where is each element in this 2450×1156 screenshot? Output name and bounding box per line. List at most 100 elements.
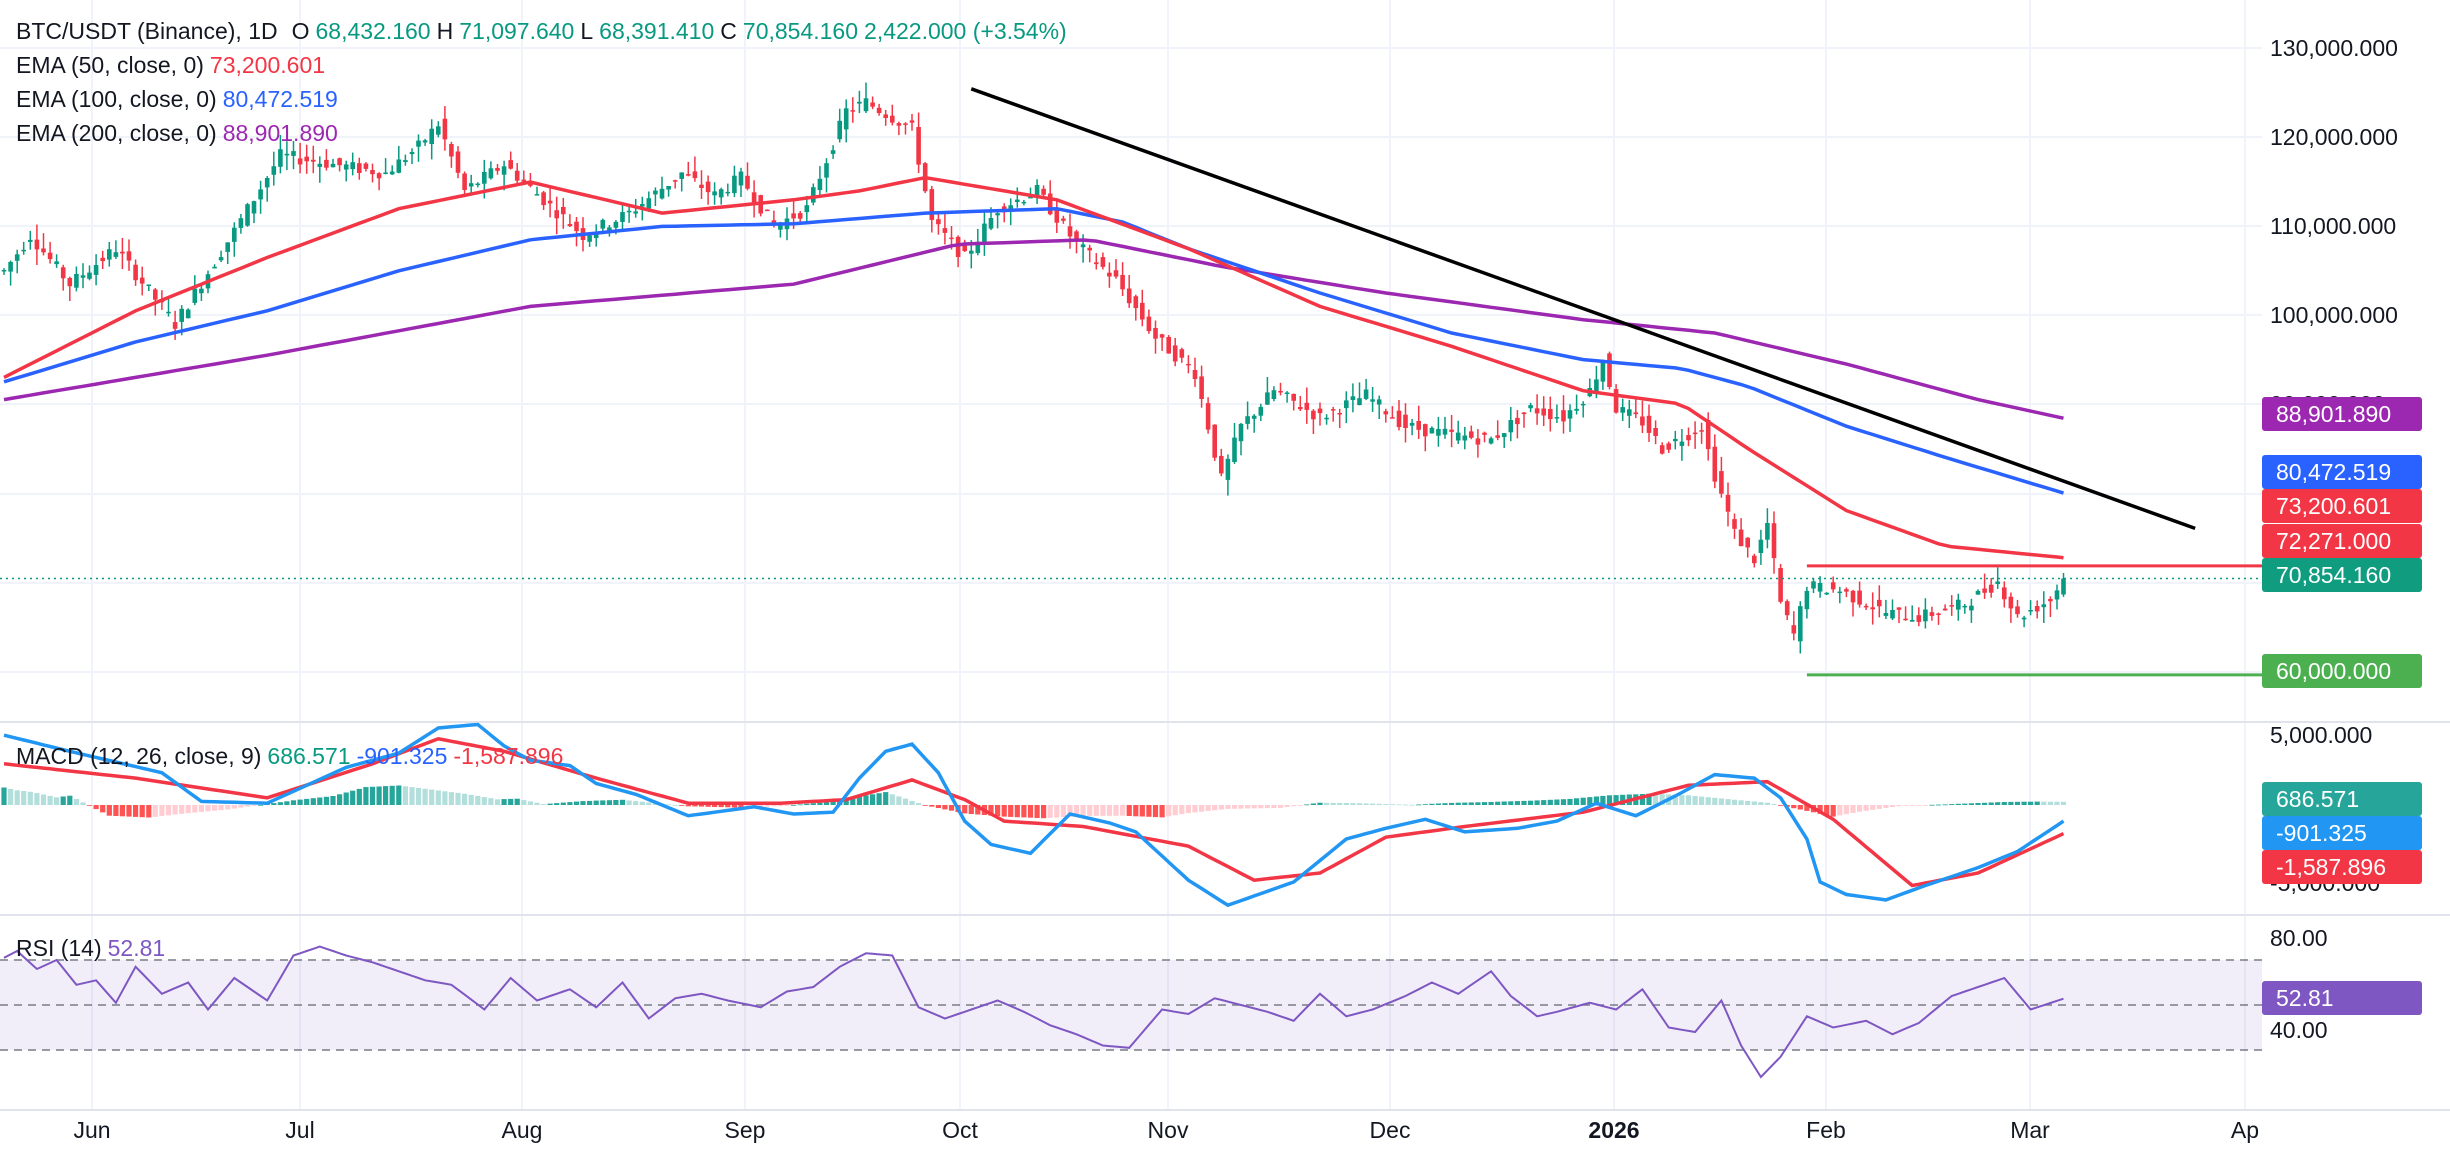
- time-axis-label: Dec: [1370, 1117, 1411, 1143]
- macd-histogram-bar: [2014, 801, 2021, 805]
- macd-histogram-bar: [1475, 802, 1481, 805]
- candle-up: [93, 265, 99, 275]
- candle-down: [876, 107, 882, 114]
- macd-histogram-bar: [1422, 804, 1428, 805]
- candle-up: [1363, 389, 1369, 399]
- candle-down: [955, 236, 961, 257]
- macd-histogram-bar: [1508, 801, 1514, 805]
- macd-histogram-bar: [481, 797, 487, 805]
- macd-histogram-bar: [1613, 795, 1619, 805]
- macd-histogram-bar: [613, 800, 619, 805]
- candle-down: [370, 170, 375, 175]
- macd-histogram-bar: [494, 799, 501, 805]
- macd-histogram-bar: [179, 805, 185, 814]
- ema100-label: EMA (100, close, 0): [16, 86, 217, 112]
- candle-down: [1061, 218, 1066, 221]
- macd-histogram-bar: [777, 805, 783, 807]
- candle-down: [1725, 494, 1731, 512]
- candle-down: [745, 175, 750, 189]
- candle-down: [1791, 625, 1797, 634]
- candle-up: [863, 98, 869, 112]
- macd-signal-value: -1,587.896: [453, 743, 564, 769]
- candle-down: [1172, 345, 1178, 362]
- candle-down: [1192, 370, 1198, 379]
- candle-down: [547, 200, 553, 204]
- candle-down: [100, 257, 105, 262]
- macd-histogram-bar: [626, 800, 632, 805]
- candle-down: [942, 228, 948, 233]
- macd-histogram-bar: [2008, 801, 2014, 805]
- macd-signal-line: [3, 736, 2065, 888]
- candle-up: [1245, 416, 1250, 424]
- candle-down: [1166, 337, 1171, 354]
- macd-histogram-bar: [1218, 805, 1224, 810]
- candle-up: [1501, 433, 1507, 438]
- macd-histogram-bar: [475, 795, 481, 805]
- macd-histogram-bar: [975, 805, 981, 815]
- candle-down: [1140, 302, 1145, 320]
- macd-histogram-bar: [1606, 795, 1613, 805]
- macd-histogram-bar: [1929, 804, 1935, 806]
- macd-histogram-bar: [1692, 796, 1698, 805]
- macd-histogram-bar: [1982, 802, 1988, 805]
- macd-histogram-bar: [1251, 805, 1257, 809]
- macd-histogram-bar: [804, 803, 810, 805]
- candle-up: [350, 162, 355, 170]
- macd-histogram-bar: [501, 799, 507, 805]
- macd-histogram-bar: [1080, 805, 1086, 816]
- macd-histogram-bar: [317, 797, 323, 805]
- macd-histogram-bar: [422, 788, 428, 805]
- macd-histogram-bar: [718, 805, 724, 808]
- macd-histogram-bar: [1653, 794, 1659, 805]
- candle-down: [791, 213, 796, 219]
- rsi-legend[interactable]: RSI (14) 52.81: [16, 931, 171, 965]
- candle-up: [212, 266, 217, 269]
- macd-legend[interactable]: MACD (12, 26, close, 9) 686.571 -901.325 -1…: [16, 739, 569, 773]
- ema100-legend[interactable]: EMA (100, close, 0) 80,472.519: [16, 82, 344, 116]
- macd-histogram-bar: [310, 798, 316, 805]
- candle-down: [1423, 424, 1428, 437]
- time-axis-label: Sep: [725, 1117, 766, 1143]
- macd-histogram-bar: [185, 805, 191, 814]
- candle-up: [1028, 196, 1033, 199]
- candle-up: [732, 175, 737, 194]
- macd-histogram-bar: [73, 799, 79, 805]
- macd-histogram-bar: [1113, 805, 1119, 816]
- ema50-value: 73,200.601: [209, 52, 326, 78]
- last-price-tag: 70,854.160: [2276, 562, 2391, 588]
- candle-up: [653, 190, 658, 195]
- macd-histogram-bar: [1192, 805, 1198, 813]
- candle-up: [857, 101, 862, 104]
- macd-histogram-bar: [1857, 805, 1863, 812]
- macd-histogram-bar: [1363, 803, 1369, 805]
- candle-up: [1324, 417, 1329, 420]
- candle-down: [495, 168, 500, 171]
- macd-histogram-bar: [1718, 798, 1724, 805]
- macd-histogram-bar: [1764, 802, 1770, 805]
- macd-histogram-bar: [1402, 804, 1409, 806]
- macd-histogram-bar: [1685, 795, 1692, 805]
- macd-histogram-bar: [198, 805, 204, 812]
- ema-lines: [3, 175, 2065, 560]
- macd-histogram-bar: [1304, 804, 1310, 806]
- candle-down: [1067, 226, 1073, 237]
- macd-histogram-bar: [909, 800, 915, 805]
- symbol-title[interactable]: BTC/USDT (Binance), 1D: [16, 18, 278, 44]
- candle-down: [883, 114, 888, 118]
- macd-histogram-bar: [731, 805, 737, 808]
- ema50-legend[interactable]: EMA (50, close, 0) 73,200.601: [16, 48, 331, 82]
- candle-down: [896, 123, 902, 126]
- rsi-tag: 52.81: [2276, 985, 2334, 1011]
- candle-up: [1620, 407, 1625, 413]
- macd-histogram-bar: [1751, 801, 1757, 805]
- candle-down: [949, 237, 954, 240]
- candle-up: [1627, 409, 1632, 416]
- macd-histogram-bar: [870, 794, 876, 805]
- candle-up: [416, 140, 421, 147]
- macd-histogram-bar: [1409, 804, 1415, 806]
- macd-pane: [1, 722, 2067, 908]
- candle-up: [1554, 417, 1560, 419]
- candle-up: [1817, 583, 1823, 592]
- ema200-legend[interactable]: EMA (200, close, 0) 88,901.890: [16, 116, 344, 150]
